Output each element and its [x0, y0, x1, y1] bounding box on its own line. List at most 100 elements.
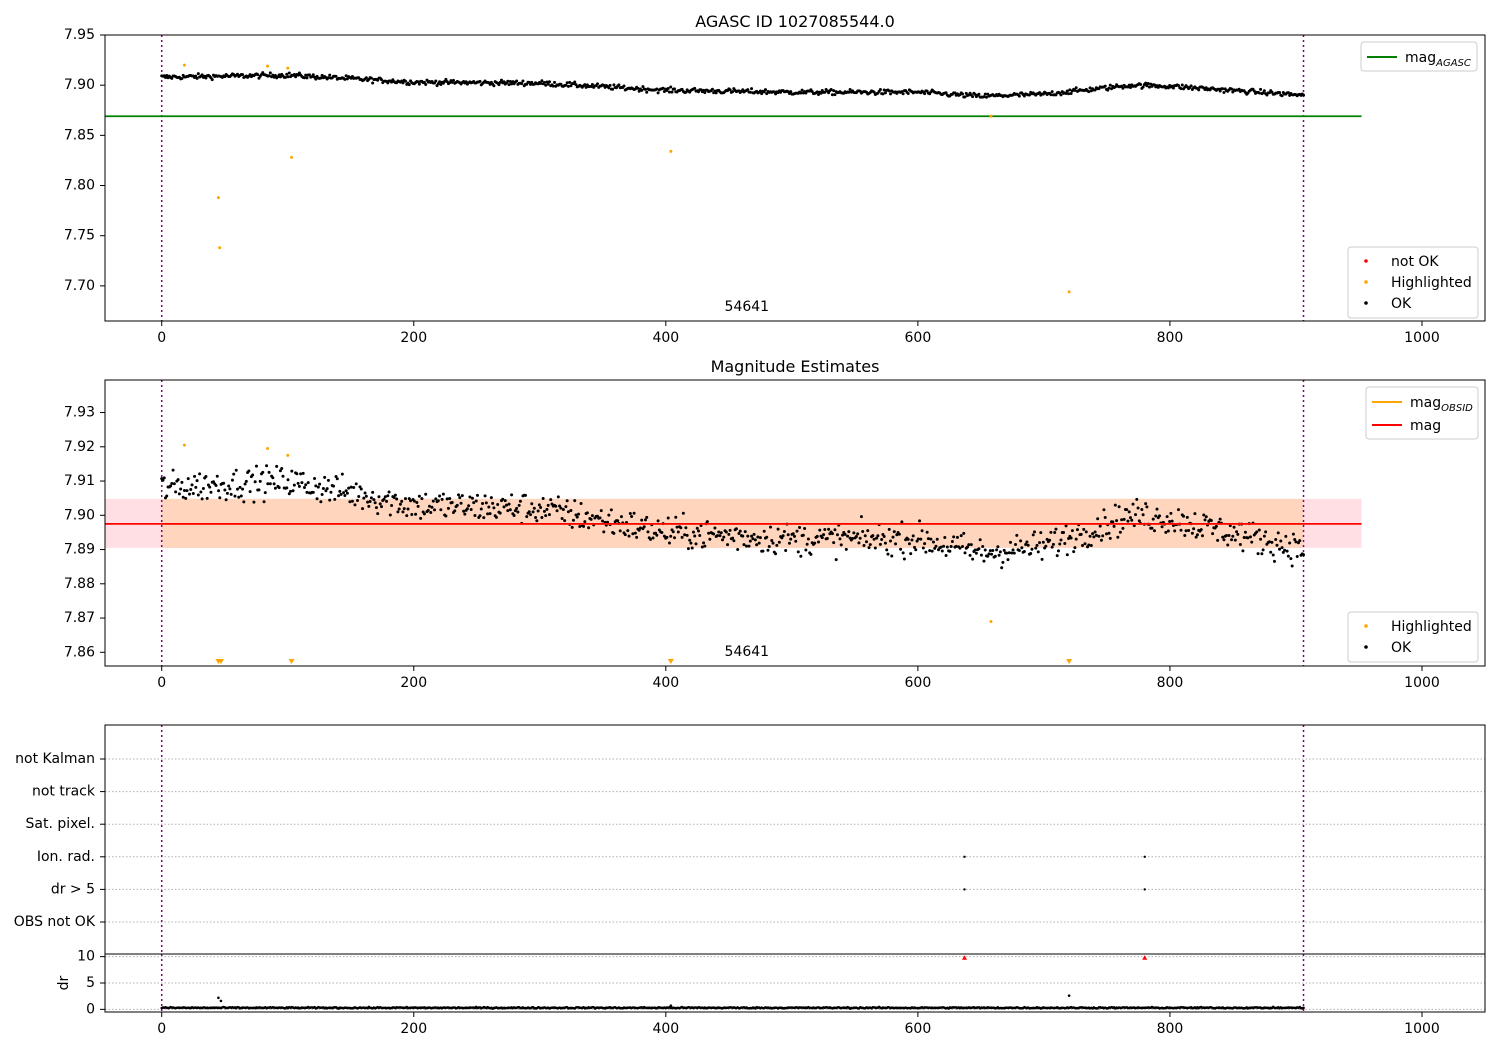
ok-point — [194, 74, 198, 78]
ok-point — [1202, 513, 1206, 517]
ok-point — [817, 92, 821, 96]
ok-point — [343, 494, 347, 498]
ok-point — [671, 530, 675, 534]
ok-point — [472, 501, 476, 505]
ok-point — [200, 497, 204, 501]
ok-point — [534, 515, 538, 519]
ok-point — [651, 536, 655, 540]
ok-point — [646, 530, 650, 534]
ok-point — [724, 530, 728, 534]
ok-point — [555, 509, 559, 513]
ok-point — [289, 489, 293, 493]
ok-point — [745, 544, 749, 548]
ok-point — [1101, 534, 1105, 538]
ok-point — [856, 532, 860, 536]
ok-point — [457, 493, 461, 497]
ok-point — [329, 490, 333, 494]
ok-point — [174, 490, 178, 494]
ok-point — [1083, 542, 1087, 546]
ok-point — [1099, 538, 1103, 542]
ok-point — [278, 75, 282, 79]
ok-point — [762, 90, 766, 94]
highlighted-point — [286, 66, 290, 70]
ok-point — [841, 533, 845, 537]
ok-point — [666, 516, 670, 520]
ok-point — [676, 530, 680, 534]
ok-point — [1203, 518, 1207, 522]
ok-point — [261, 470, 265, 474]
ok-point — [491, 501, 495, 505]
ok-point — [1160, 525, 1164, 529]
ok-point — [316, 485, 320, 489]
x-tick-label: 800 — [1157, 330, 1184, 346]
ok-point — [321, 487, 325, 491]
ok-point — [960, 92, 964, 96]
ok-point — [498, 80, 502, 84]
ok-point — [1230, 538, 1234, 542]
ok-point — [1152, 529, 1156, 533]
ok-point — [1200, 534, 1204, 538]
ok-point — [728, 528, 732, 532]
ok-point — [601, 519, 605, 523]
ok-point — [295, 472, 299, 476]
ok-point — [527, 510, 531, 514]
ok-point — [1218, 517, 1222, 521]
ok-point — [1238, 542, 1242, 546]
ok-point — [510, 82, 514, 86]
ok-point — [847, 90, 851, 94]
ok-point — [1216, 538, 1220, 542]
ok-point — [306, 481, 310, 485]
ok-point — [943, 535, 947, 539]
ok-point — [801, 533, 805, 537]
ok-point — [352, 485, 356, 489]
ok-point — [872, 537, 876, 541]
ok-point — [702, 88, 706, 92]
ok-point — [617, 83, 621, 87]
ok-point — [498, 511, 502, 515]
ok-point — [920, 529, 924, 533]
ok-point — [782, 530, 786, 534]
ok-point — [906, 92, 910, 96]
ok-point — [420, 497, 424, 501]
ok-point — [734, 527, 738, 531]
axes-frame — [104, 379, 1486, 667]
ok-point — [1091, 532, 1095, 536]
ok-point — [710, 87, 714, 91]
ok-point — [1150, 526, 1154, 530]
ok-point — [497, 83, 501, 87]
ok-point — [1128, 516, 1132, 520]
x-tick-label: 400 — [652, 1021, 679, 1037]
ok-point — [540, 79, 544, 83]
ok-point — [1285, 549, 1289, 553]
ok-point — [1072, 550, 1076, 554]
ok-point — [1019, 539, 1023, 543]
ok-point — [545, 80, 549, 84]
ok-point — [883, 91, 887, 95]
ok-point — [1073, 88, 1077, 92]
ok-point — [1267, 540, 1271, 544]
x-tick-label: 600 — [905, 1021, 932, 1037]
ok-point — [914, 548, 918, 552]
ok-point — [1257, 528, 1261, 532]
ok-point — [1171, 86, 1175, 90]
ok-point — [364, 494, 368, 498]
ok-point — [995, 548, 999, 552]
ok-point — [488, 512, 492, 516]
ok-point — [196, 493, 200, 497]
ok-point — [286, 75, 290, 79]
ok-point — [1075, 528, 1079, 532]
ok-point — [333, 497, 337, 501]
ok-point — [1089, 89, 1093, 93]
ok-point — [244, 479, 248, 483]
y-tick-label: 7.86 — [64, 644, 95, 660]
ok-point — [334, 474, 338, 478]
ok-point — [218, 496, 222, 500]
ok-point — [669, 1004, 673, 1007]
ok-point — [830, 93, 834, 97]
ok-point — [369, 496, 373, 500]
ok-point — [161, 478, 165, 482]
ok-point — [645, 90, 649, 94]
category-label: dr > 5 — [51, 881, 95, 897]
ok-point — [693, 86, 697, 90]
